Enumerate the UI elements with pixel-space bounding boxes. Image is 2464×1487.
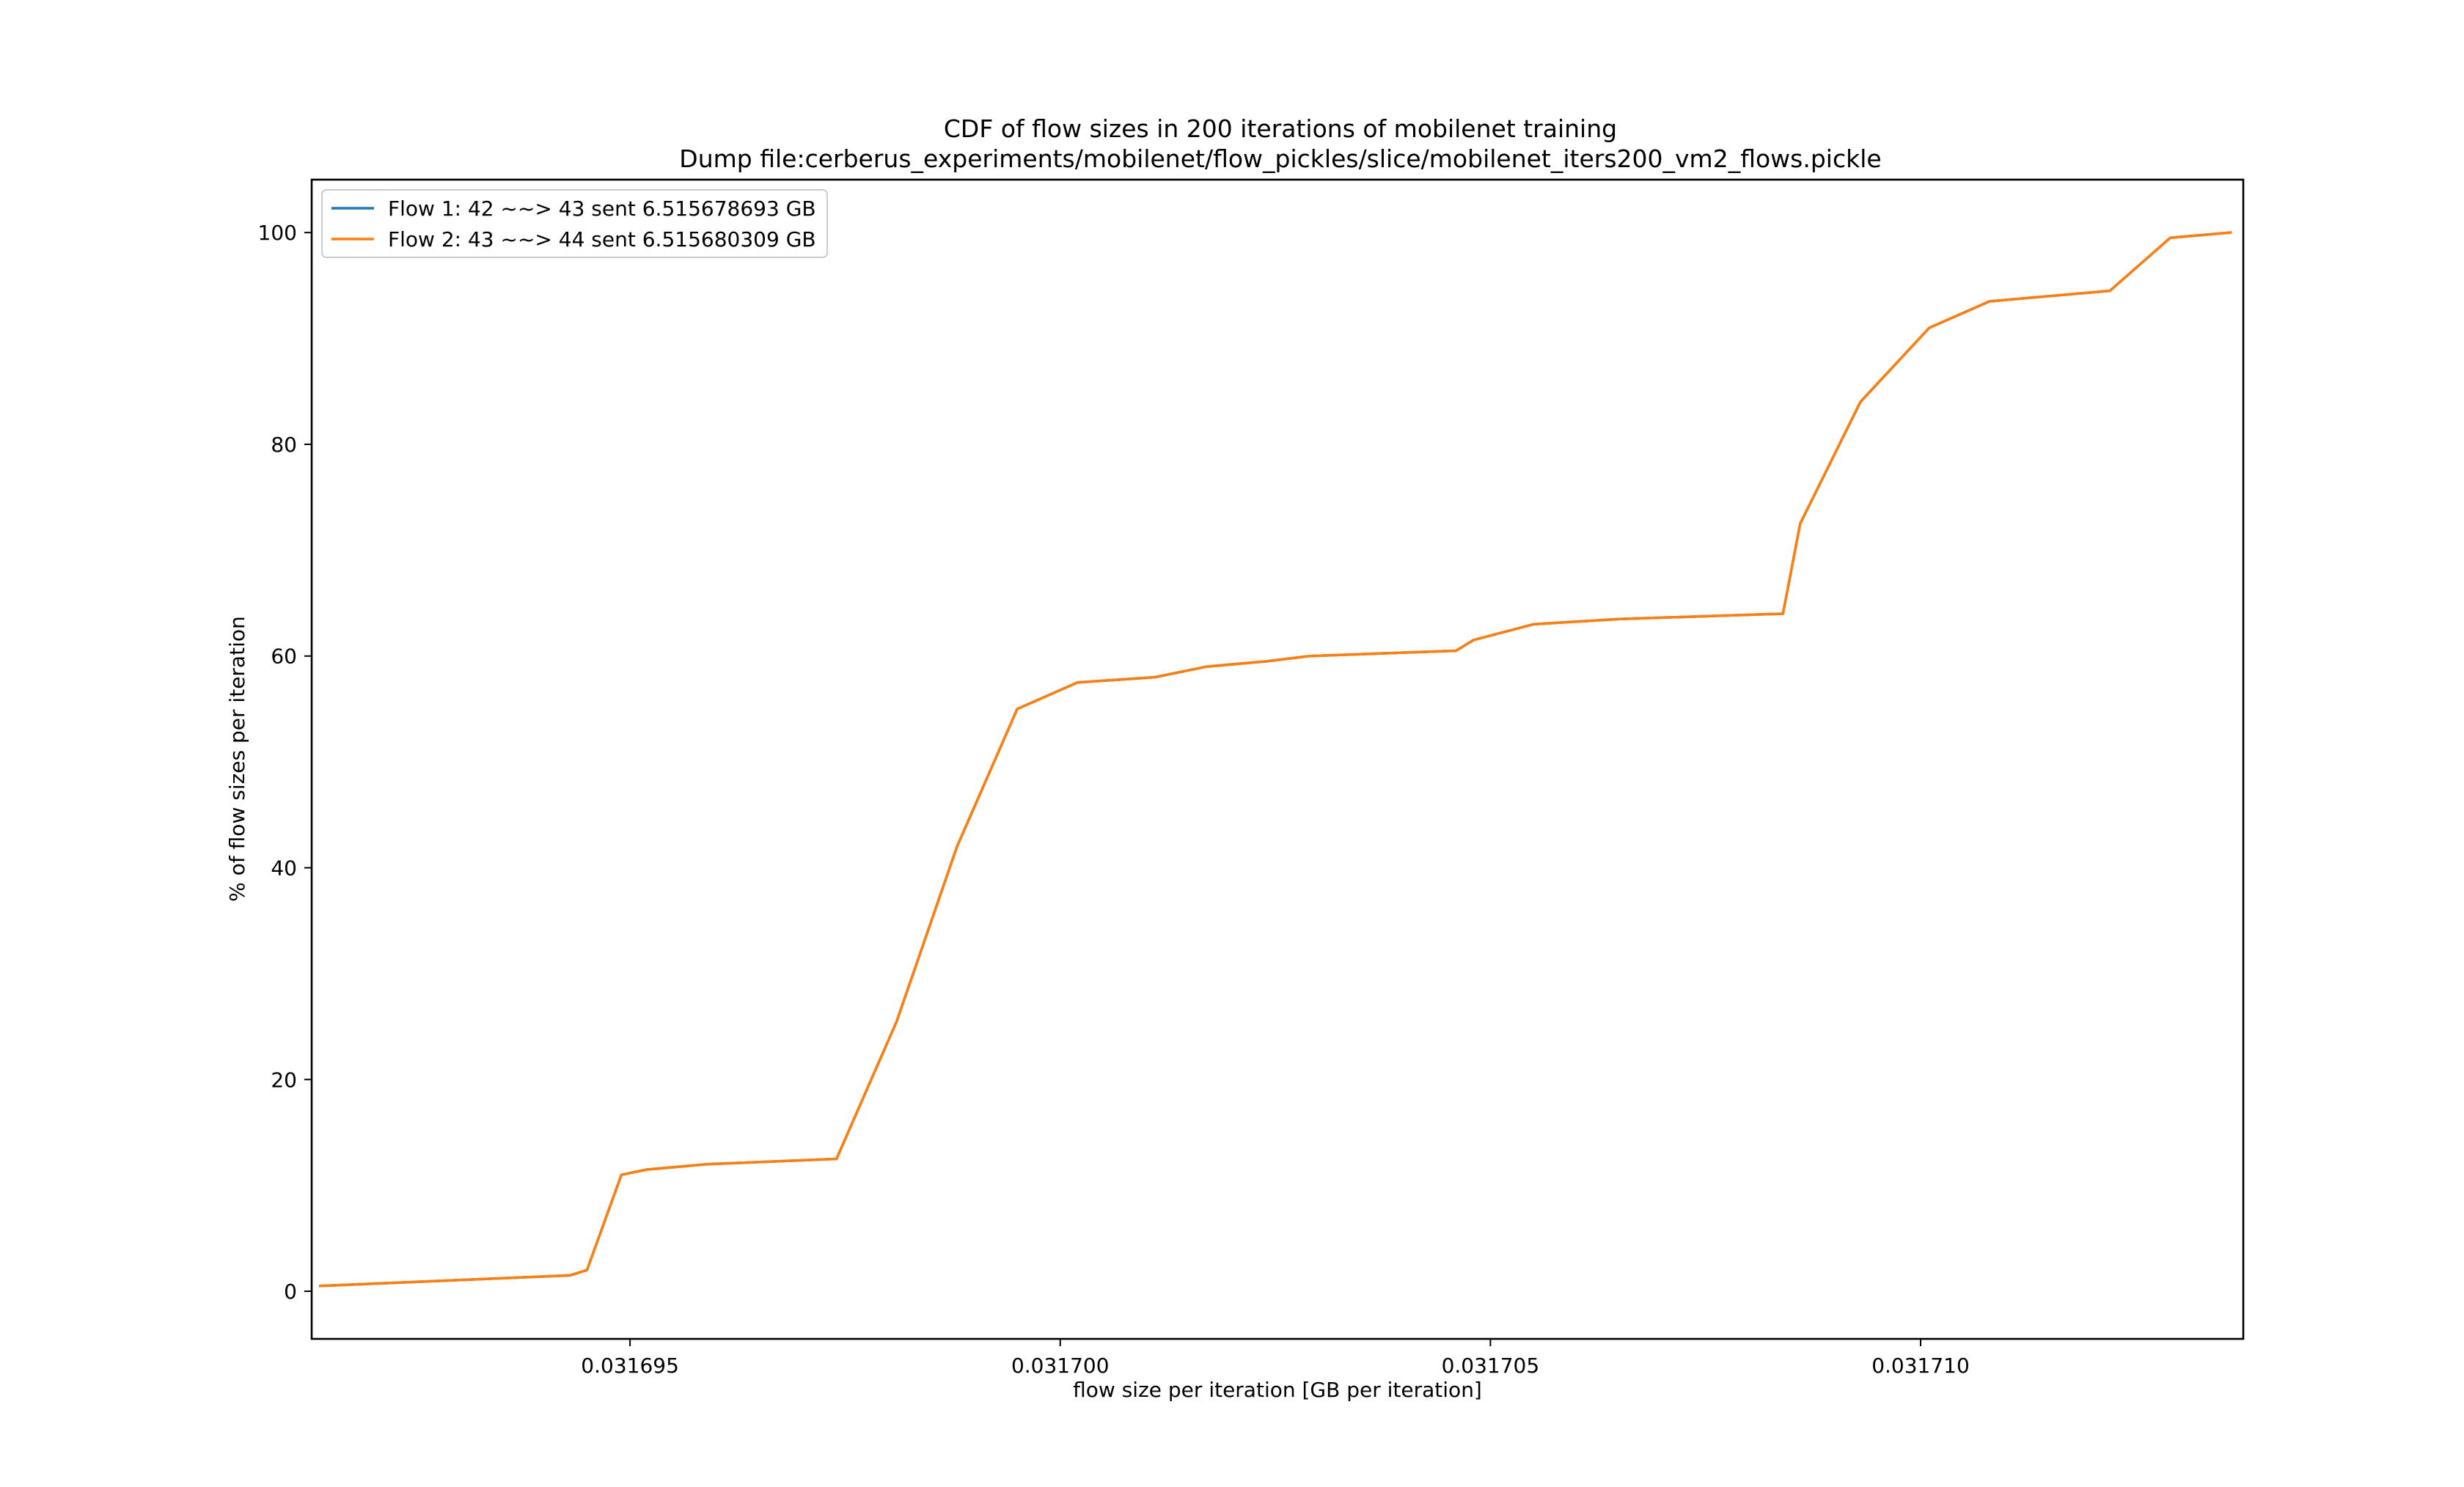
- axes-frame: [310, 178, 2245, 1340]
- x-tick-label: 0.031700: [1011, 1354, 1110, 1378]
- x-axis-label: flow size per iteration [GB per iteratio…: [1073, 1378, 1482, 1402]
- series-line-flow-2: [318, 231, 2232, 1288]
- y-tick-label: 40: [271, 856, 297, 880]
- plot-area: [318, 231, 2232, 1288]
- y-tick-label: 0: [284, 1279, 297, 1304]
- x-tick-label: 0.031710: [1871, 1354, 1970, 1378]
- legend-label-flow-2: Flow 2: 43 ~~> 44 sent 6.515680309 GB: [388, 227, 816, 251]
- y-tick-label: 80: [271, 433, 297, 457]
- axis-ticks: 0.031695 0.031700 0.031705 0.031710 0 20 40 60 8…: [258, 221, 1970, 1378]
- chart-title: CDF of flow sizes in 200 iterations of m…: [944, 114, 1617, 143]
- y-tick-label: 60: [271, 645, 297, 669]
- legend-label-flow-1: Flow 1: 42 ~~> 43 sent 6.515678693 GB: [388, 197, 816, 221]
- legend-box: [321, 189, 828, 258]
- legend: Flow 1: 42 ~~> 43 sent 6.515678693 GB Fl…: [321, 189, 828, 258]
- y-axis-label: % of flow sizes per iteration: [225, 616, 249, 901]
- y-tick-label: 20: [271, 1068, 297, 1092]
- series-line-flow-1: [318, 231, 2232, 1288]
- x-tick-label: 0.031705: [1442, 1354, 1540, 1378]
- chart-subtitle: Dump file:cerberus_experiments/mobilenet…: [679, 144, 1881, 173]
- y-tick-label: 100: [258, 221, 297, 245]
- x-tick-label: 0.031695: [581, 1354, 679, 1378]
